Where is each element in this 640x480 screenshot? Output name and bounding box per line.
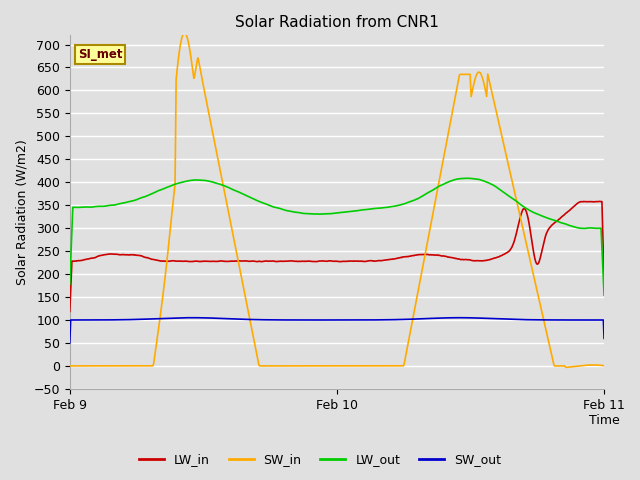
Text: SI_met: SI_met	[78, 48, 122, 60]
Y-axis label: Solar Radiation (W/m2): Solar Radiation (W/m2)	[15, 139, 28, 285]
Legend: LW_in, SW_in, LW_out, SW_out: LW_in, SW_in, LW_out, SW_out	[134, 448, 506, 471]
Title: Solar Radiation from CNR1: Solar Radiation from CNR1	[235, 15, 439, 30]
